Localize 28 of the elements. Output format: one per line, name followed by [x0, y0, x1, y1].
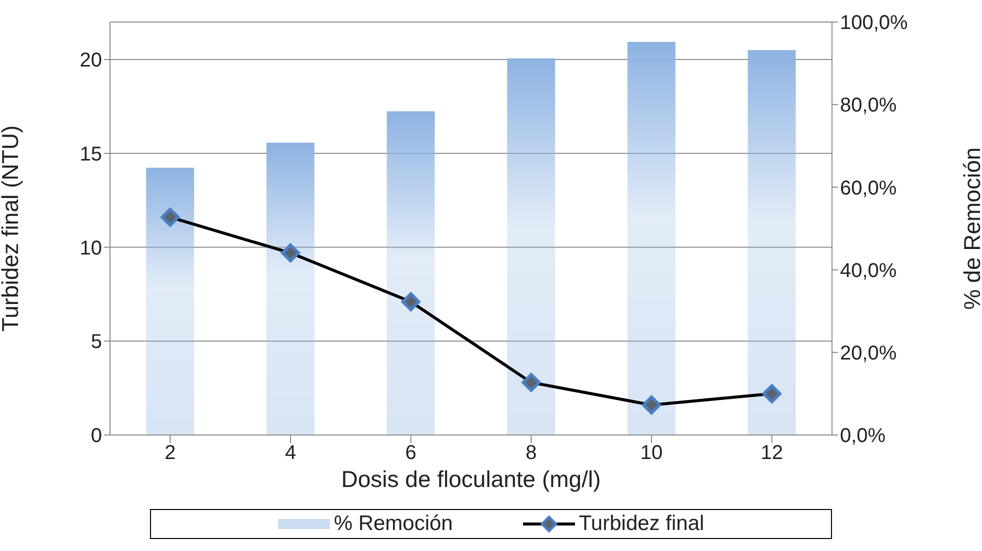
- y-tick-label: 15: [80, 144, 102, 166]
- legend-label: Turbidez final: [578, 512, 704, 536]
- y-tick-label: 0: [90, 425, 102, 448]
- x-tick-label: 10: [640, 442, 663, 464]
- bar: [748, 50, 796, 435]
- x-tick-label: 12: [760, 442, 783, 464]
- bar: [507, 58, 556, 435]
- y2-axis-title: % de Remoción: [959, 147, 982, 310]
- y2-tick-label: 100,0%: [840, 12, 908, 34]
- bar: [146, 168, 194, 435]
- y-axis-title: Turbidez final (NTU): [0, 125, 24, 332]
- y2-tick-label: 20,0%: [840, 342, 897, 364]
- y2-tick-label: 40,0%: [840, 260, 897, 282]
- y2-tick-label: 60,0%: [840, 177, 897, 200]
- bar: [386, 111, 435, 435]
- legend-label: % Remoción: [334, 512, 453, 536]
- y-tick-label: 20: [80, 50, 102, 72]
- x-tick-label: 4: [284, 442, 296, 464]
- x-tick-label: 8: [526, 442, 537, 464]
- bar: [266, 142, 314, 435]
- y-tick-label: 5: [90, 331, 102, 354]
- y-tick-label: 10: [80, 237, 102, 260]
- y2-tick-label: 80,0%: [840, 94, 897, 117]
- y2-tick-label: 0,0%: [840, 425, 886, 448]
- x-tick-label: 2: [164, 442, 176, 464]
- bar: [627, 42, 676, 435]
- x-axis-title: Dosis de floculante (mg/l): [341, 466, 601, 492]
- x-tick-label: 6: [405, 442, 416, 464]
